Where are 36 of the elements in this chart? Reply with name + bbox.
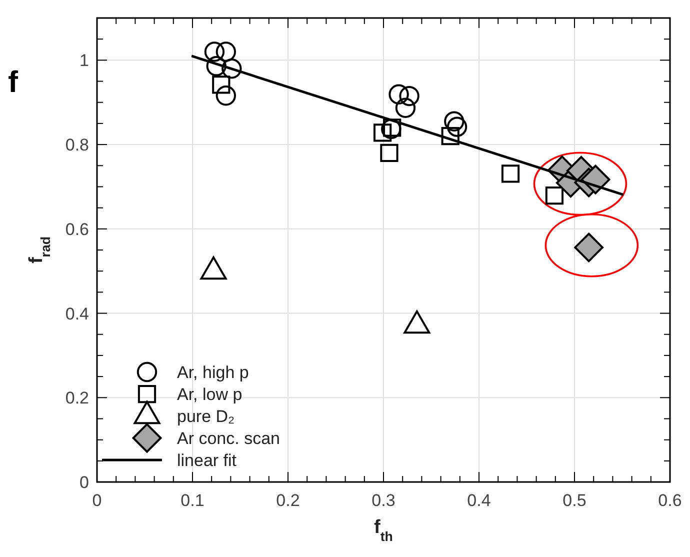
- x-tick-label: 0.5: [562, 491, 586, 510]
- point: [395, 98, 416, 118]
- y-tick-label: 0.6: [65, 220, 89, 239]
- y-tick-label: 0.4: [65, 304, 89, 324]
- y-tick-label: 0.8: [65, 136, 89, 155]
- y-tick-label: 0.2: [65, 388, 89, 408]
- point: [212, 76, 230, 94]
- legend-label: pure D₂: [177, 407, 235, 426]
- x-tick-label: 0.2: [276, 491, 300, 510]
- point: [444, 111, 464, 132]
- point: [545, 186, 564, 205]
- x-axis-title: f$_{th}$: [374, 517, 393, 544]
- point: [222, 58, 242, 79]
- text: f: [8, 66, 19, 99]
- y-tick-label: 1: [80, 51, 89, 70]
- x-tick-label: 0.3: [372, 491, 396, 510]
- point: [216, 86, 236, 106]
- point: [399, 86, 420, 106]
- point: [388, 84, 409, 104]
- point: [441, 127, 460, 146]
- legend-label: Ar conc. scan: [177, 429, 280, 448]
- point: [216, 42, 236, 62]
- point: [380, 144, 398, 162]
- legend-label: linear fit: [177, 451, 237, 470]
- point: [446, 116, 468, 137]
- x-tick-label: 0.6: [658, 491, 682, 510]
- x-tick-label: 0.4: [467, 491, 491, 510]
- legend-label: Ar, high p: [177, 363, 249, 382]
- point: [373, 124, 392, 142]
- y-tick-label: 0: [80, 473, 89, 492]
- x-tick-label: 0.1: [180, 491, 204, 510]
- point: [206, 56, 226, 76]
- point: [501, 164, 520, 183]
- point: [204, 42, 225, 62]
- x-tick-label: 0: [92, 491, 102, 510]
- legend-label: Ar, low p: [177, 385, 242, 404]
